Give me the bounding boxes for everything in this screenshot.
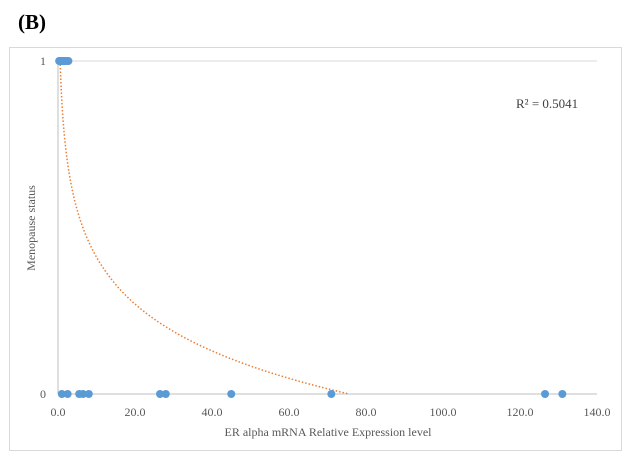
panel-label: (B) [18, 10, 46, 34]
data-point [57, 390, 66, 398]
data-point [63, 390, 72, 398]
data-point [84, 390, 93, 398]
y-axis-title: Menopause status [24, 185, 38, 271]
data-point [558, 390, 567, 398]
x-tick-label: 40.0 [202, 405, 223, 419]
x-tick-label: 100.0 [430, 405, 457, 419]
x-tick-label: 20.0 [125, 405, 146, 419]
x-tick-label: 60.0 [279, 405, 300, 419]
x-tick-label: 140.0 [584, 405, 611, 419]
trendline-layer [59, 60, 349, 395]
x-tick-label: 80.0 [356, 405, 377, 419]
data-point [327, 390, 336, 398]
point-layer [55, 57, 567, 398]
chart-frame [9, 47, 622, 451]
data-point [79, 390, 88, 398]
x-tick-label: 0.0 [51, 405, 66, 419]
trendline [59, 60, 349, 395]
r-squared-annotation: R² = 0.5041 [516, 96, 578, 111]
label-layer: 0.0 20.0 40.0 60.0 80.0 100.0 120.0 140.0 0 1 [40, 54, 611, 419]
y-tick-label: 1 [40, 54, 46, 68]
data-point [156, 390, 165, 398]
x-axis-title: ER alpha mRNA Relative Expression level [225, 425, 433, 439]
x-tick-label: 120.0 [507, 405, 534, 419]
data-point [161, 390, 170, 398]
data-point [227, 390, 236, 398]
y-tick-label: 0 [40, 387, 46, 401]
data-point [541, 390, 550, 398]
data-point [64, 57, 73, 65]
